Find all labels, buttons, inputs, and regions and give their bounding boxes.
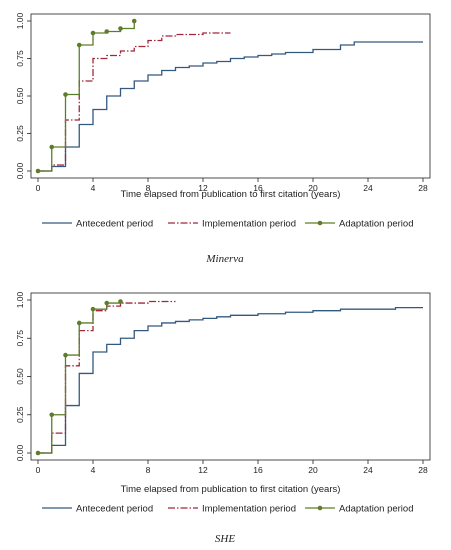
- x-axis-title: Time elapsed from publication to first c…: [121, 189, 341, 200]
- y-tick-label: 0.50: [15, 87, 25, 104]
- series-point-adaptation-period: [132, 19, 137, 24]
- y-tick-label: 1.00: [15, 12, 25, 29]
- x-tick-label: 0: [36, 465, 41, 475]
- series-point-adaptation-period: [118, 299, 123, 304]
- series-point-adaptation-period: [36, 451, 41, 456]
- series-point-adaptation-period: [77, 321, 82, 326]
- y-tick-label: 1.00: [15, 291, 25, 308]
- series-line-implementation-period: [38, 302, 176, 453]
- series-point-adaptation-period: [77, 43, 82, 48]
- legend-label-adaptation-period: Adaptation period: [339, 503, 413, 514]
- series-point-adaptation-period: [91, 31, 96, 36]
- legend-marker: [318, 506, 323, 511]
- series-point-adaptation-period: [63, 92, 68, 97]
- series-point-adaptation-period: [63, 353, 68, 358]
- x-tick-label: 20: [308, 465, 318, 475]
- legend-label-antecedent-period: Antecedent period: [76, 218, 153, 229]
- x-axis-title: Time elapsed from publication to first c…: [121, 484, 341, 495]
- plot-frame: [31, 293, 430, 460]
- x-tick-label: 28: [418, 465, 428, 475]
- x-tick-label: 24: [363, 183, 373, 193]
- series-point-adaptation-period: [91, 307, 96, 312]
- series-point-adaptation-period: [104, 29, 109, 34]
- she-chart-panel: 0.00 0.25 0.50 0.75 1.00 0 4 8 12 16 20 24 28 Time el…: [15, 291, 430, 545]
- x-tick-label: 24: [363, 465, 373, 475]
- series-point-adaptation-period: [49, 412, 54, 417]
- series-point-adaptation-period: [118, 26, 123, 31]
- x-tick-label: 16: [253, 465, 263, 475]
- x-tick-label: 8: [146, 465, 151, 475]
- series-point-adaptation-period: [104, 301, 109, 306]
- series-line-antecedent-period: [38, 308, 423, 453]
- x-tick-label: 12: [198, 465, 208, 475]
- legend-label-antecedent-period: Antecedent period: [76, 503, 153, 514]
- legend-marker: [318, 221, 323, 226]
- legend-label-implementation-period: Implementation period: [202, 218, 296, 229]
- series-line-implementation-period: [38, 33, 231, 171]
- x-tick-label: 4: [91, 183, 96, 193]
- plot-frame: [31, 14, 430, 178]
- x-tick-label: 0: [36, 183, 41, 193]
- series-point-adaptation-period: [36, 169, 41, 174]
- series-line-antecedent-period: [38, 42, 423, 171]
- legend-label-adaptation-period: Adaptation period: [339, 218, 413, 229]
- y-tick-label: 0.75: [15, 50, 25, 67]
- y-tick-label: 0.00: [15, 162, 25, 179]
- x-tick-label: 4: [91, 465, 96, 475]
- x-tick-label: 28: [418, 183, 428, 193]
- y-tick-label: 0.25: [15, 125, 25, 142]
- y-tick-label: 0.50: [15, 368, 25, 385]
- series-point-adaptation-period: [49, 145, 54, 150]
- legend-label-implementation-period: Implementation period: [202, 503, 296, 514]
- chart-caption: Minerva: [205, 253, 244, 265]
- y-tick-label: 0.25: [15, 406, 25, 423]
- chart-caption: SHE: [215, 533, 235, 545]
- y-tick-label: 0.75: [15, 330, 25, 347]
- y-tick-label: 0.00: [15, 444, 25, 461]
